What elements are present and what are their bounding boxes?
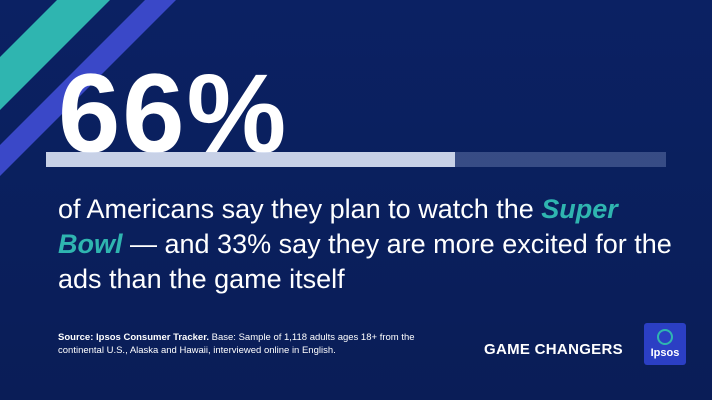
source-text: Base: Sample of 1,118 adults ages 18+ fr…: [58, 332, 415, 356]
logo-bubble-icon: [657, 329, 673, 345]
source-label: Source: Ipsos Consumer Tracker.: [58, 332, 210, 343]
teal-stripe: [0, 0, 110, 110]
headline-stat: 66%: [58, 51, 289, 176]
stat-progress-fill: [46, 152, 456, 167]
body-text-start: of Americans say they plan to watch the: [58, 194, 542, 224]
ipsos-logo-icon: Ipsos: [644, 323, 686, 365]
body-statement: of Americans say they plan to watch the …: [58, 192, 678, 297]
indigo-stripe: [0, 0, 176, 176]
logo-text: Ipsos: [650, 347, 680, 359]
body-text-end: — and 33% say they are more excited for …: [58, 229, 672, 294]
stat-progress-bar: [46, 152, 666, 167]
super-bowl-accent: Super Bowl: [58, 194, 618, 259]
game-changers-label: GAME CHANGERS: [484, 341, 623, 358]
source-note: Source: Ipsos Consumer Tracker. Base: Sa…: [58, 331, 448, 357]
